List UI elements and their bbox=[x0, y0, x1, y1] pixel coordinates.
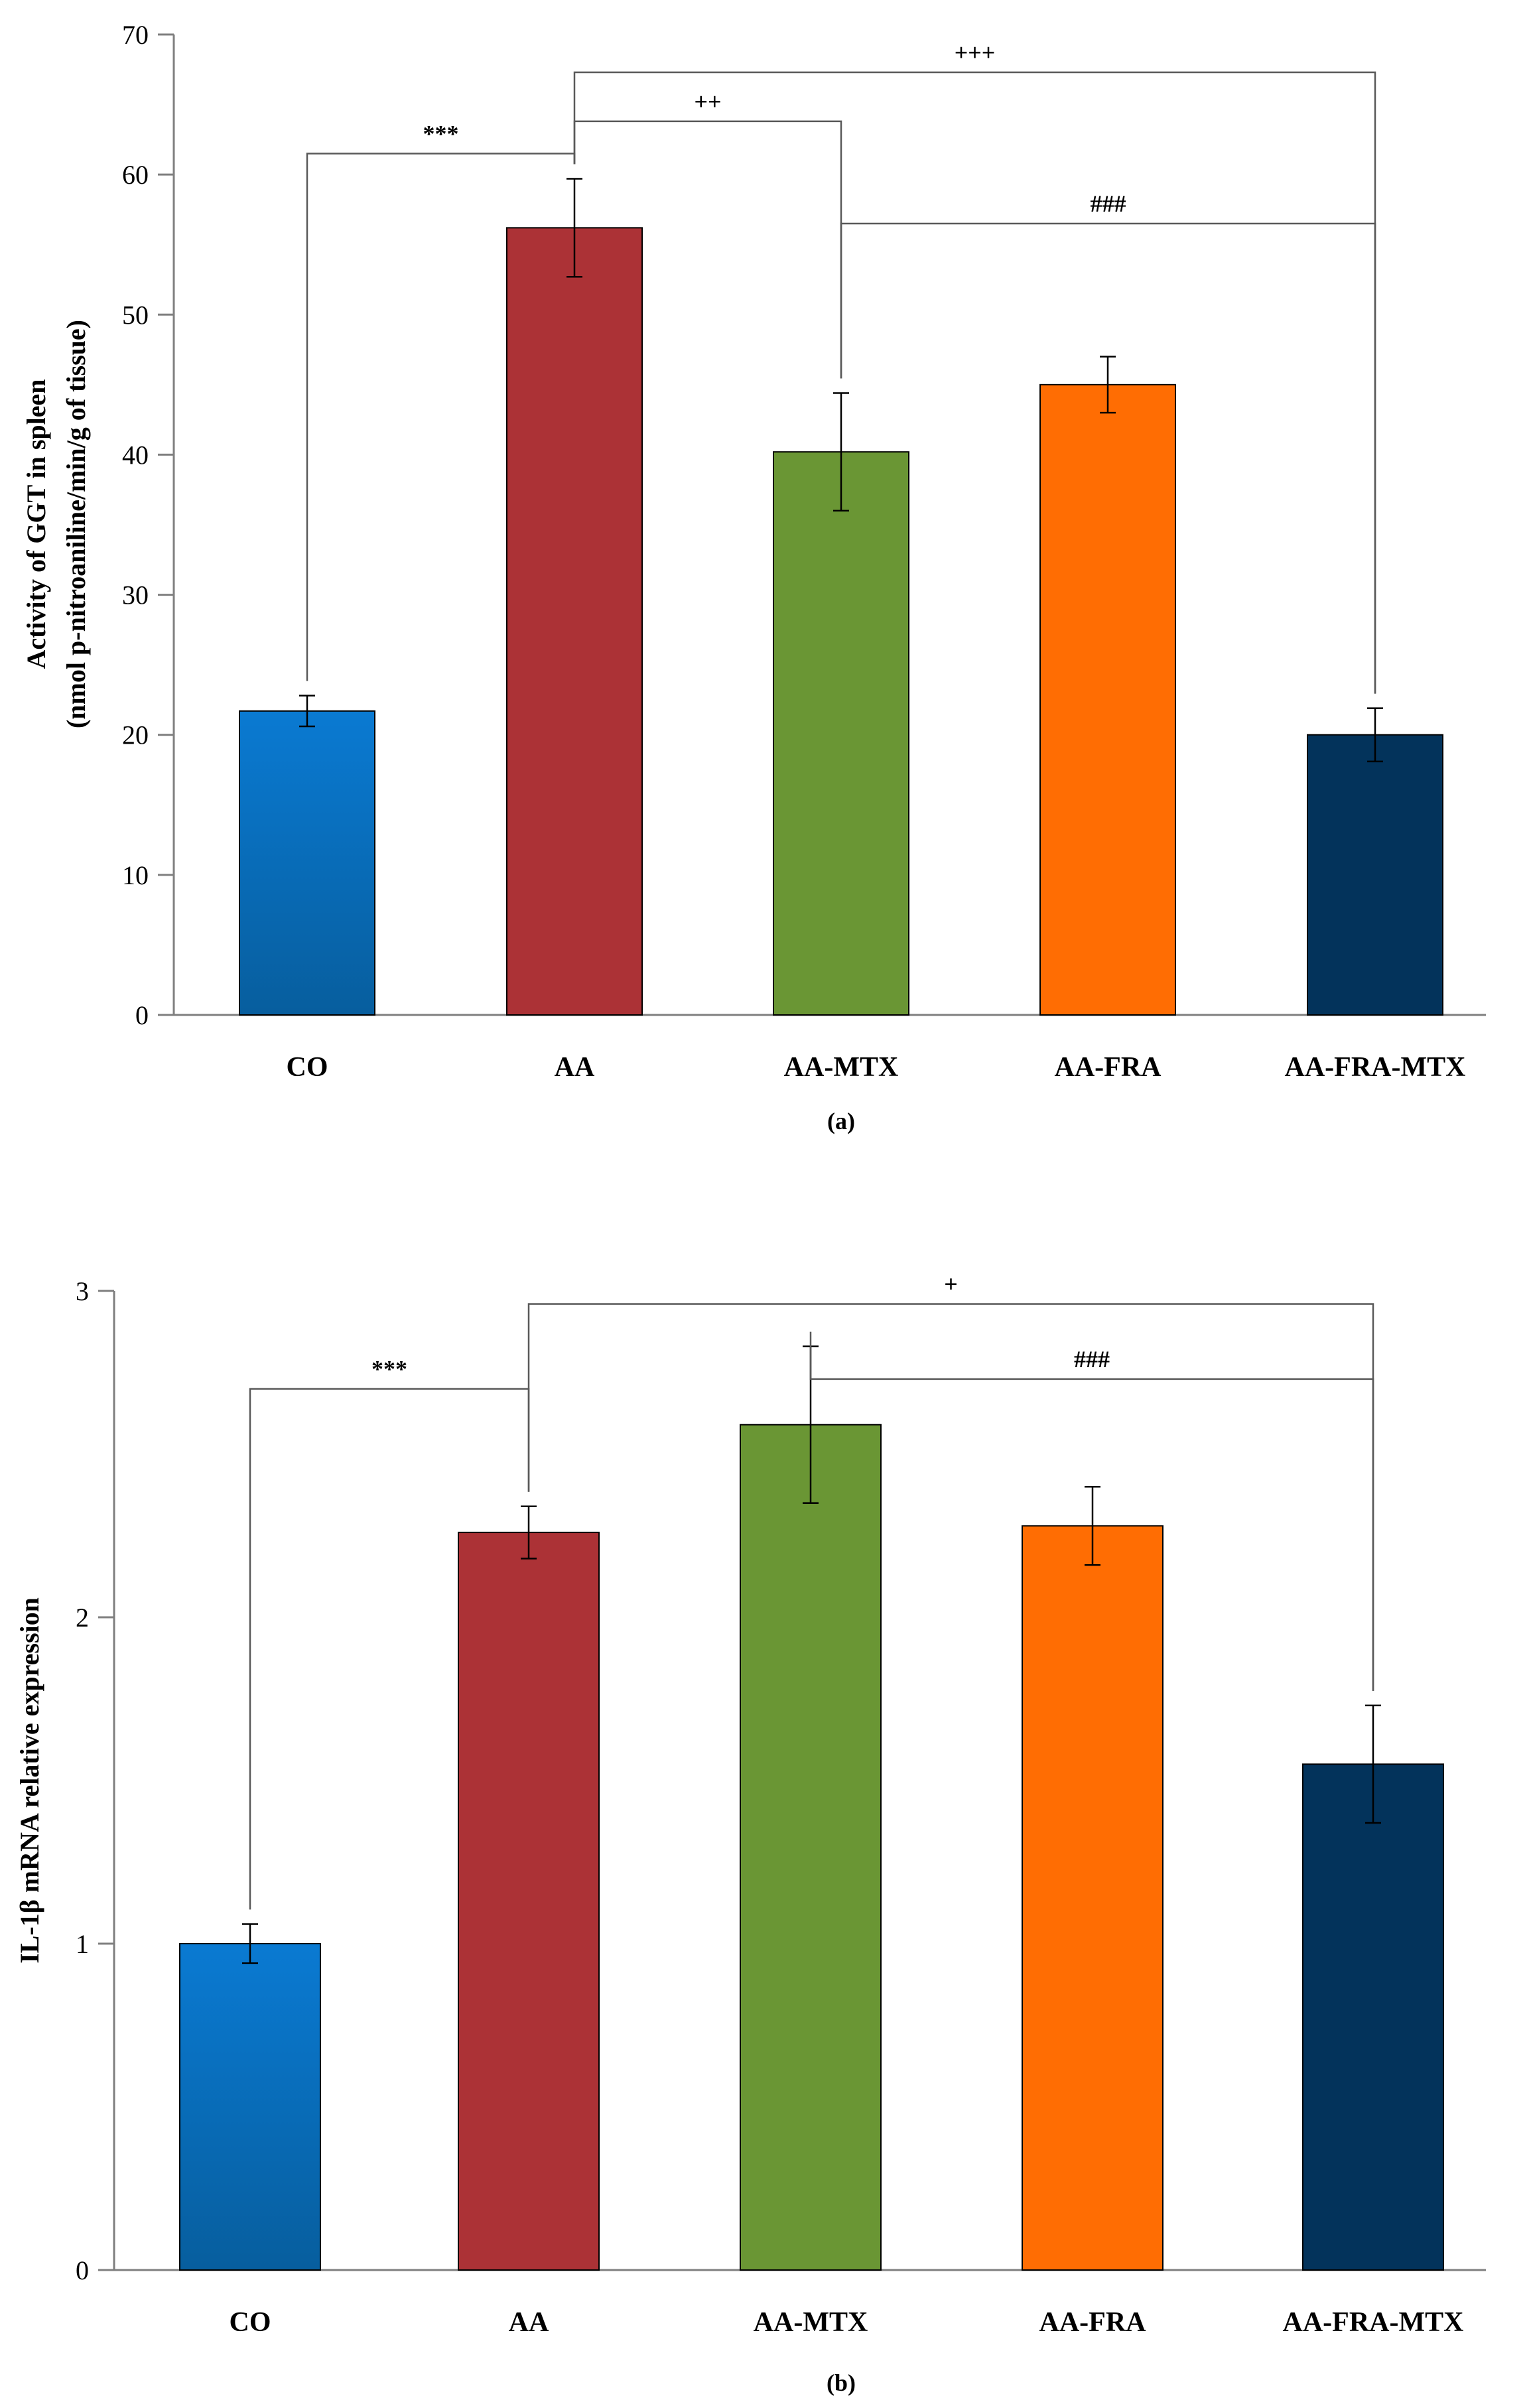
y-tick-label: 1 bbox=[76, 1929, 89, 1959]
bar-co bbox=[239, 710, 375, 1016]
significance-bracket bbox=[573, 71, 1376, 694]
category-label: CO bbox=[230, 2307, 271, 2338]
category-label: AA-FRA-MTX bbox=[1283, 2307, 1464, 2338]
bar-aa-mtx bbox=[740, 1424, 882, 2271]
significance-label: *** bbox=[423, 120, 459, 147]
bar-aa-fra bbox=[1039, 383, 1176, 1016]
chart-panel-a: 0 10 20 30 40 50 60 70 Activity of GGT in spleen… bbox=[21, 20, 1486, 1134]
bar-aa bbox=[506, 227, 643, 1016]
y-tick-label: 2 bbox=[76, 1603, 89, 1633]
y-tick-label: 0 bbox=[135, 1000, 149, 1030]
y-tick-label: 30 bbox=[122, 580, 149, 610]
y-tick-label: 20 bbox=[122, 720, 149, 750]
bar-aa bbox=[458, 1532, 600, 2271]
category-label: AA-FRA bbox=[1055, 1052, 1162, 1083]
y-axis-label: (nmol p-nitroaniline/min/g of tissue) bbox=[61, 320, 91, 728]
significance-bracket bbox=[527, 1303, 1374, 1691]
significance-label: ### bbox=[1091, 190, 1126, 217]
y-tick-label: 0 bbox=[76, 2255, 89, 2285]
significance-bracket bbox=[840, 222, 1376, 694]
category-label: AA bbox=[555, 1052, 595, 1083]
category-label: CO bbox=[287, 1052, 328, 1083]
significance-bracket bbox=[809, 1331, 1374, 1691]
y-axis-label: Activity of GGT in spleen bbox=[21, 379, 51, 669]
bar-aa-fra-mtx bbox=[1307, 734, 1443, 1016]
chart-panel-b: 0 1 2 3 IL-1β mRNA relative expression CO AA AA… bbox=[15, 1271, 1486, 2396]
significance-label: *** bbox=[371, 1356, 407, 1382]
y-tick-label: 40 bbox=[122, 440, 149, 470]
bar-aa-fra-mtx bbox=[1302, 1763, 1444, 2271]
y-axis-label: IL-1β mRNA relative expression bbox=[15, 1597, 44, 1964]
y-tick-label: 3 bbox=[76, 1276, 89, 1306]
category-label: AA-FRA-MTX bbox=[1285, 1052, 1466, 1083]
y-tick-label: 50 bbox=[122, 300, 149, 330]
category-label: AA-FRA bbox=[1039, 2307, 1147, 2338]
y-tick-label: 10 bbox=[122, 860, 149, 890]
bar-aa-fra bbox=[1022, 1525, 1163, 2271]
y-tick-label: 70 bbox=[122, 20, 149, 50]
panel-label: (a) bbox=[827, 1108, 855, 1134]
significance-label: ++ bbox=[694, 88, 721, 115]
significance-label: +++ bbox=[955, 39, 996, 66]
category-label: AA-MTX bbox=[784, 1052, 899, 1083]
panel-label: (b) bbox=[827, 2370, 856, 2396]
category-label: AA-MTX bbox=[754, 2307, 868, 2338]
category-label: AA bbox=[509, 2307, 549, 2338]
significance-label: + bbox=[944, 1271, 958, 1298]
y-tick-label: 60 bbox=[122, 160, 149, 190]
bar-aa-mtx bbox=[773, 451, 909, 1016]
bar-co bbox=[179, 1943, 321, 2271]
significance-label: ### bbox=[1074, 1346, 1110, 1372]
